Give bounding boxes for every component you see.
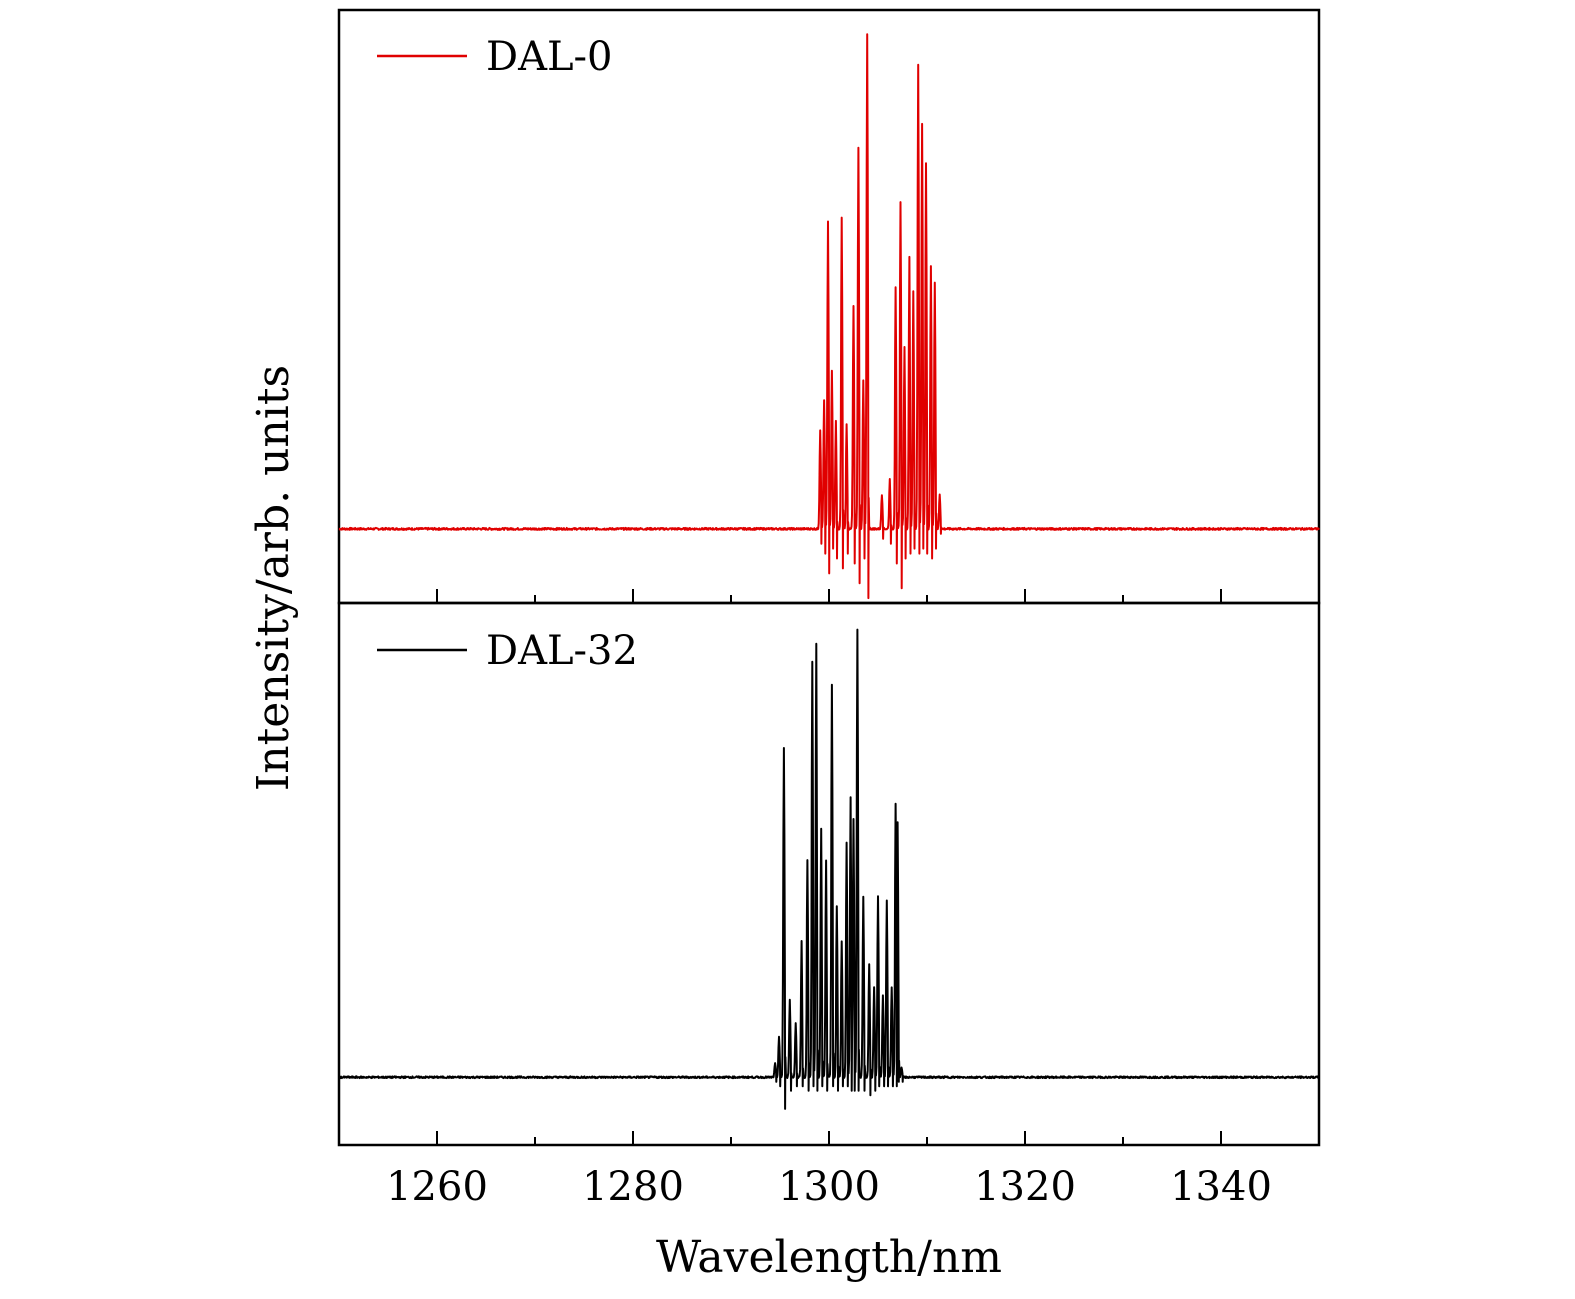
y-axis-label: Intensity/arb. units xyxy=(248,365,299,791)
x-tick-labels: 1260 1280 1300 1320 1340 xyxy=(386,1164,1272,1210)
top-series-dal-0 xyxy=(338,33,1320,600)
bottom-panel-ticks xyxy=(436,1131,1222,1145)
top-panel-ticks xyxy=(436,589,1222,603)
x-tick-label-1300: 1300 xyxy=(778,1164,880,1210)
x-tick-label-1320: 1320 xyxy=(974,1164,1076,1210)
x-axis-label: Wavelength/nm xyxy=(656,1232,1002,1283)
bottom-panel-frame xyxy=(337,601,1321,1147)
top-panel-series xyxy=(338,33,1320,600)
x-tick-label-1280: 1280 xyxy=(582,1164,684,1210)
bottom-legend-label: DAL-32 xyxy=(486,628,638,674)
bottom-series-dal-32 xyxy=(338,628,1320,1110)
top-legend-label: DAL-0 xyxy=(486,34,612,80)
x-tick-label-1340: 1340 xyxy=(1170,1164,1272,1210)
x-tick-label-1260: 1260 xyxy=(386,1164,488,1210)
bottom-legend: DAL-32 xyxy=(377,628,638,674)
top-legend: DAL-0 xyxy=(377,34,612,80)
bottom-panel-series xyxy=(338,628,1320,1110)
